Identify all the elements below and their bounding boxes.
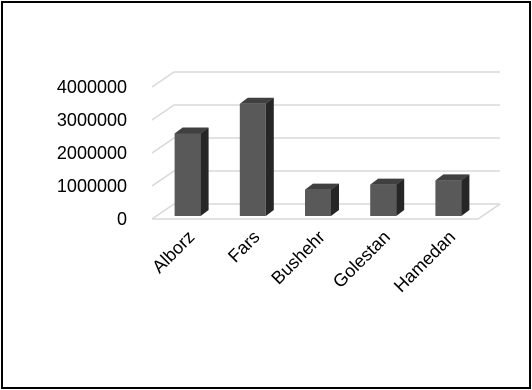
bar-side [396,178,405,216]
bar-top [239,97,274,104]
y-tick-label: 1000000 [57,176,127,196]
y-tick-label: 3000000 [57,110,127,130]
bar-front [370,184,397,216]
x-tick-label: Bushehr [267,227,329,289]
bar-front [305,189,331,216]
bar-top [370,178,405,185]
bar [435,174,470,216]
bar [174,127,209,216]
bar-side [331,183,339,216]
bar [370,178,405,216]
bar-top [174,127,209,134]
x-tick-label: Fars [224,227,264,267]
bar-front [174,133,201,216]
bar-side [461,174,470,216]
gridline [151,170,500,187]
bar-side [265,97,274,216]
bar-top [435,174,470,181]
bars [174,97,470,216]
gridline [151,71,500,88]
x-tick-label: Alborz [148,227,198,277]
bar-side [200,127,209,216]
floor-edge [477,203,501,220]
y-axis: 0 1000000 2000000 3000000 4000000 [57,77,127,229]
bar-front [435,180,462,216]
y-tick-label: 4000000 [57,77,127,97]
gridline [151,104,500,121]
x-tick-label: Hamedan [390,227,459,296]
bar [305,183,339,216]
x-tick-label: Golestan [329,227,394,292]
bar-top [305,183,339,190]
y-tick-label: 0 [117,209,127,229]
bar-front [239,103,266,216]
y-tick-label: 2000000 [57,143,127,163]
gridline [151,137,500,154]
bar [239,97,274,216]
